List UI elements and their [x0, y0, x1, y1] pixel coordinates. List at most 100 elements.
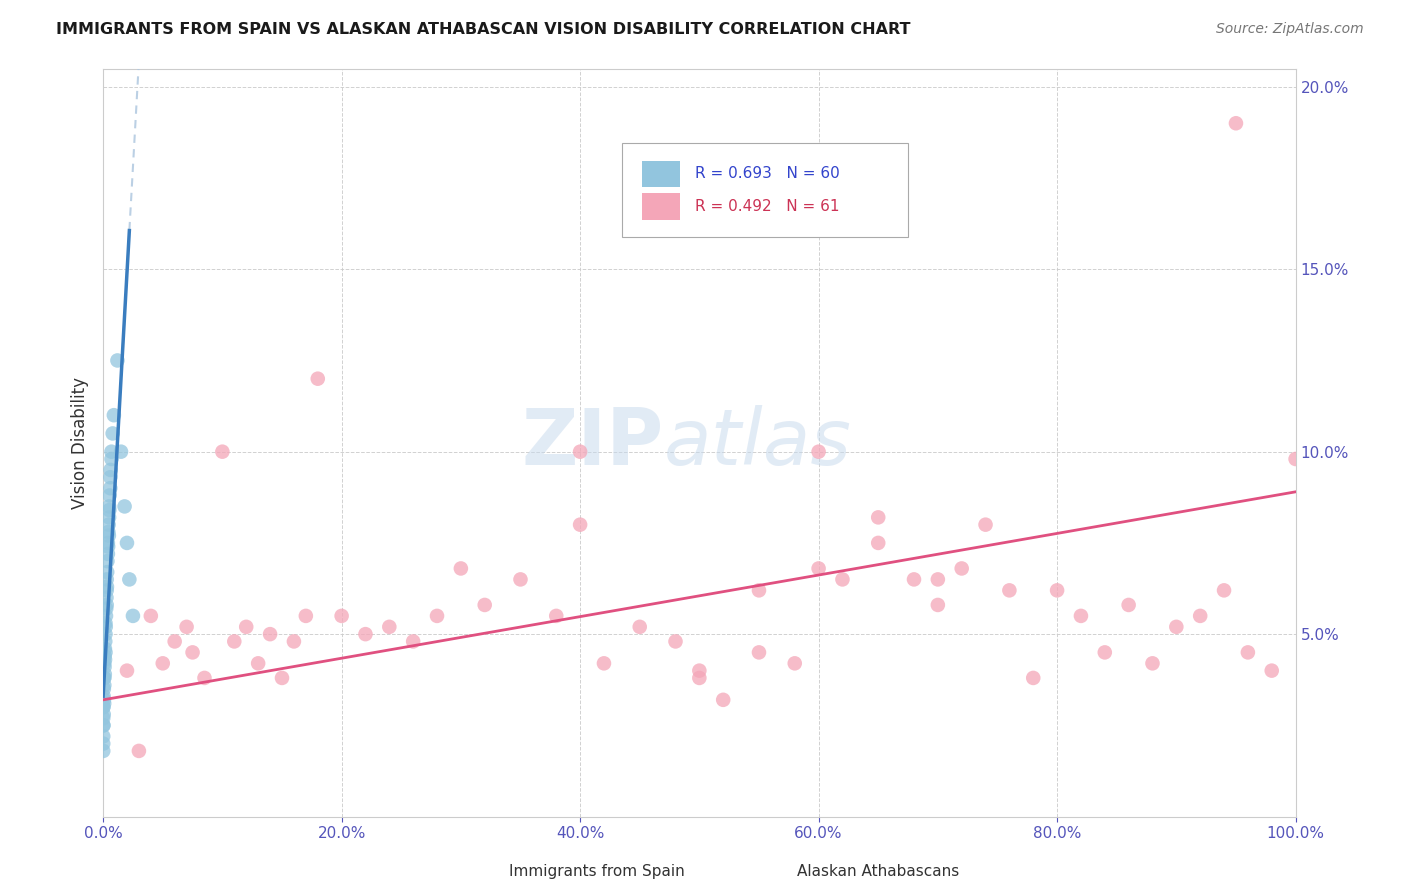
- Point: [1284, 452, 1306, 467]
- Point: [163, 634, 186, 648]
- Point: [97, 547, 120, 561]
- Text: R = 0.693   N = 60: R = 0.693 N = 60: [695, 166, 839, 181]
- Point: [1094, 645, 1116, 659]
- Point: [402, 634, 425, 648]
- Point: [450, 561, 472, 575]
- Point: [711, 693, 734, 707]
- Point: [96, 598, 118, 612]
- Point: [94, 634, 117, 648]
- Point: [1213, 583, 1236, 598]
- Point: [91, 718, 114, 732]
- Point: [426, 608, 449, 623]
- Point: [101, 426, 124, 441]
- Point: [927, 598, 949, 612]
- Text: Alaskan Athabascans: Alaskan Athabascans: [797, 864, 959, 879]
- Text: Source: ZipAtlas.com: Source: ZipAtlas.com: [1216, 22, 1364, 37]
- Point: [1237, 645, 1260, 659]
- Point: [115, 664, 138, 678]
- Point: [569, 517, 592, 532]
- Point: [122, 608, 145, 623]
- Point: [97, 536, 120, 550]
- Point: [139, 608, 162, 623]
- Point: [1022, 671, 1045, 685]
- Point: [91, 737, 114, 751]
- Point: [546, 608, 568, 623]
- Point: [118, 573, 141, 587]
- Point: [97, 517, 120, 532]
- Point: [974, 517, 997, 532]
- Point: [998, 583, 1021, 598]
- Point: [903, 573, 925, 587]
- Point: [1225, 116, 1247, 130]
- Point: [283, 634, 305, 648]
- Point: [93, 681, 115, 696]
- Point: [93, 660, 115, 674]
- Point: [950, 561, 973, 575]
- Point: [224, 634, 246, 648]
- Point: [271, 671, 294, 685]
- Point: [748, 645, 770, 659]
- Point: [93, 707, 115, 722]
- Point: [91, 729, 114, 743]
- Point: [247, 657, 270, 671]
- Point: [807, 444, 830, 458]
- Point: [93, 700, 115, 714]
- Point: [98, 481, 121, 495]
- FancyBboxPatch shape: [621, 144, 908, 237]
- Point: [100, 444, 122, 458]
- Point: [593, 657, 616, 671]
- Point: [100, 452, 122, 467]
- Point: [96, 583, 118, 598]
- Point: [93, 678, 115, 692]
- Point: [94, 627, 117, 641]
- Point: [193, 671, 215, 685]
- Point: [94, 641, 117, 656]
- Text: ZIP: ZIP: [522, 405, 664, 481]
- Point: [96, 573, 118, 587]
- Text: IMMIGRANTS FROM SPAIN VS ALASKAN ATHABASCAN VISION DISABILITY CORRELATION CHART: IMMIGRANTS FROM SPAIN VS ALASKAN ATHABAS…: [56, 22, 911, 37]
- Point: [868, 536, 890, 550]
- Point: [1118, 598, 1140, 612]
- Point: [93, 671, 115, 685]
- Point: [94, 653, 117, 667]
- Point: [115, 536, 138, 550]
- FancyBboxPatch shape: [471, 863, 502, 880]
- Point: [378, 620, 401, 634]
- Point: [91, 700, 114, 714]
- Point: [97, 528, 120, 542]
- Point: [235, 620, 257, 634]
- FancyBboxPatch shape: [643, 161, 681, 186]
- Point: [569, 444, 592, 458]
- Text: atlas: atlas: [664, 405, 852, 481]
- Point: [96, 591, 118, 605]
- Point: [100, 463, 122, 477]
- Point: [98, 488, 121, 502]
- Point: [114, 500, 136, 514]
- Point: [1166, 620, 1188, 634]
- Point: [91, 711, 114, 725]
- Point: [96, 580, 118, 594]
- Point: [98, 510, 121, 524]
- Point: [98, 500, 121, 514]
- Point: [94, 616, 117, 631]
- Point: [128, 744, 150, 758]
- Point: [664, 634, 686, 648]
- Point: [93, 697, 115, 711]
- Y-axis label: Vision Disability: Vision Disability: [72, 376, 89, 508]
- Point: [259, 627, 281, 641]
- Point: [98, 503, 121, 517]
- Point: [211, 444, 233, 458]
- FancyBboxPatch shape: [759, 863, 790, 880]
- Point: [748, 583, 770, 598]
- Point: [927, 573, 949, 587]
- Point: [509, 573, 531, 587]
- Point: [628, 620, 651, 634]
- Point: [97, 540, 120, 554]
- Point: [103, 408, 125, 422]
- FancyBboxPatch shape: [643, 194, 681, 219]
- Point: [1046, 583, 1069, 598]
- Point: [176, 620, 198, 634]
- Point: [94, 667, 117, 681]
- Text: R = 0.492   N = 61: R = 0.492 N = 61: [695, 199, 839, 214]
- Point: [868, 510, 890, 524]
